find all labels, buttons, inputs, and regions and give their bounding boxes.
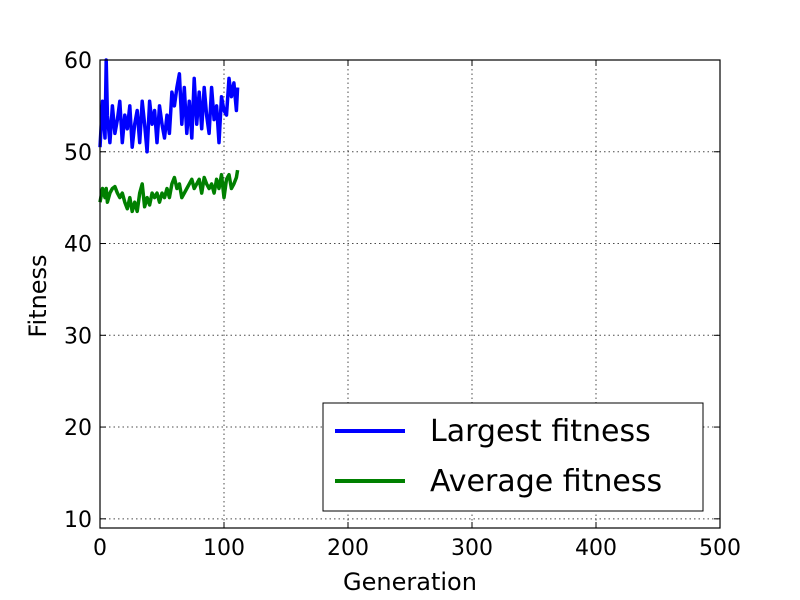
y-axis-label: Fitness xyxy=(24,254,52,337)
y-tick-label: 60 xyxy=(64,49,92,74)
legend-label-largest: Largest fitness xyxy=(430,414,651,449)
legend-box xyxy=(322,402,704,512)
grid xyxy=(100,60,720,528)
x-tick-label: 500 xyxy=(699,536,741,561)
plot-frame xyxy=(99,59,721,529)
y-tick-label: 40 xyxy=(64,233,92,258)
x-tick-label: 200 xyxy=(327,536,369,561)
x-tick-label: 0 xyxy=(93,536,107,561)
legend-label-average: Average fitness xyxy=(430,464,662,499)
x-axis-label: Generation xyxy=(343,568,477,596)
legend: Largest fitness Average fitness xyxy=(322,402,704,512)
y-tick-label: 50 xyxy=(64,141,92,166)
series-line-average xyxy=(98,169,240,214)
ticks: 0 100 200 300 400 500 10 20 30 40 50 60 xyxy=(64,49,741,561)
x-tick-label: 300 xyxy=(451,536,493,561)
series-layer xyxy=(98,58,240,214)
y-tick-label: 30 xyxy=(64,324,92,349)
x-tick-label: 400 xyxy=(575,536,617,561)
y-tick-label: 10 xyxy=(64,508,92,533)
y-tick-label: 20 xyxy=(64,416,92,441)
x-tick-label: 100 xyxy=(203,536,245,561)
series-line-largest xyxy=(98,58,240,154)
